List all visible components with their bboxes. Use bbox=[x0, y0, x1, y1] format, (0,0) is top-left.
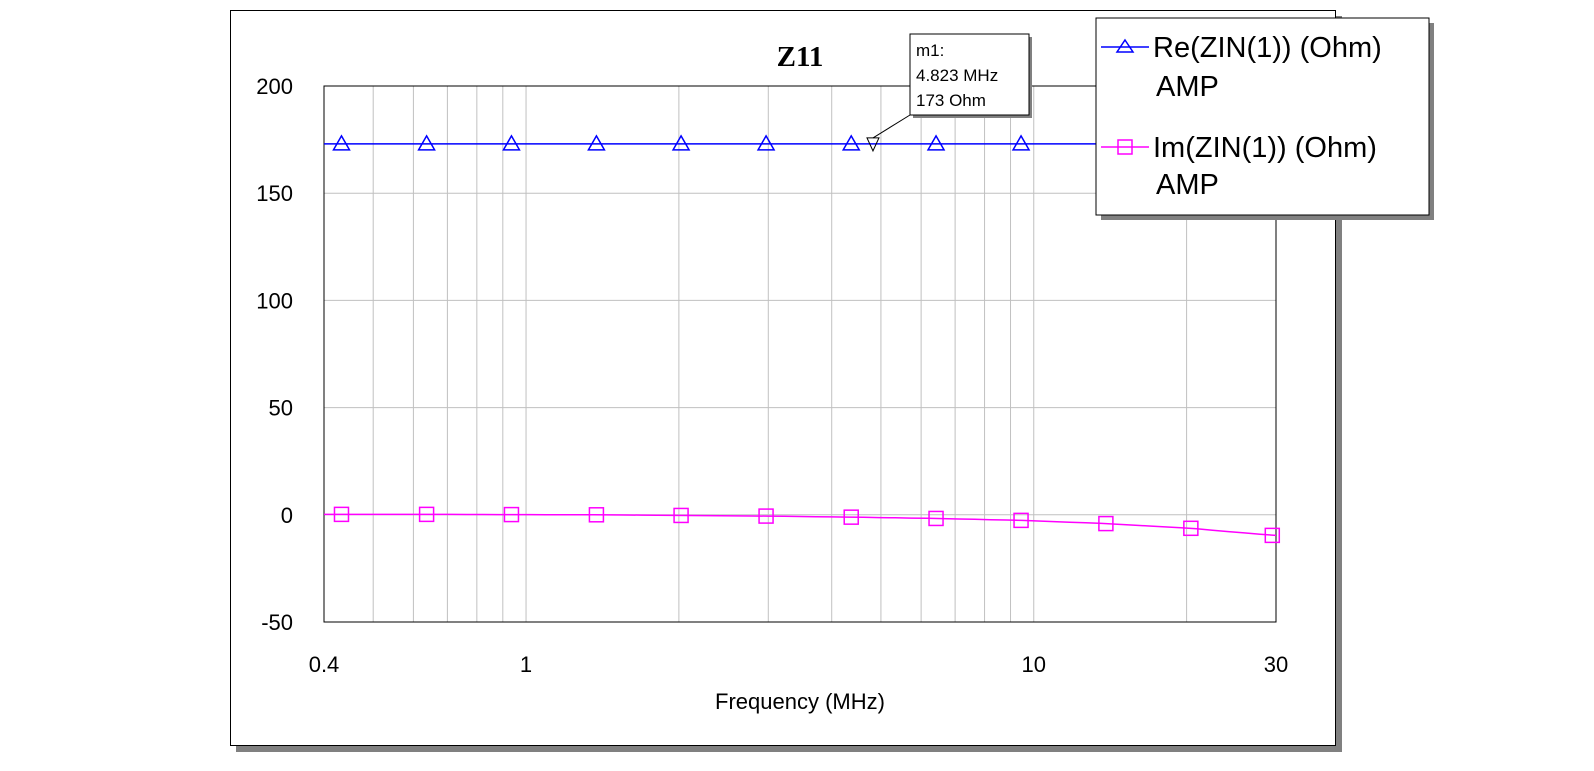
legend-box bbox=[1095, 17, 1430, 216]
x-tick-label: 0.4 bbox=[309, 652, 340, 677]
data-point-re[interactable] bbox=[841, 134, 861, 151]
legend-label-im: Im(ZIN(1)) (Ohm) bbox=[1153, 132, 1377, 164]
legend-entry-im[interactable]: Im(ZIN(1)) (Ohm) AMP bbox=[1101, 132, 1377, 201]
data-point-im[interactable] bbox=[588, 507, 605, 523]
legend-label-re: Re(ZIN(1)) (Ohm) bbox=[1153, 32, 1382, 64]
x-tick-label: 1 bbox=[520, 652, 532, 677]
marker-m1[interactable]: m1: 4.823 MHz 173 Ohm bbox=[866, 33, 1032, 153]
x-tick-label: 30 bbox=[1264, 652, 1288, 677]
data-point-re[interactable] bbox=[332, 134, 351, 151]
x-tick-label: 10 bbox=[1022, 652, 1046, 677]
data-point-im[interactable] bbox=[1264, 527, 1281, 544]
y-tick-label: 200 bbox=[256, 74, 293, 99]
legend: Re(ZIN(1)) (Ohm) AMP Im(ZIN(1)) (Ohm) AM… bbox=[1095, 17, 1434, 220]
legend-label-im-sub: AMP bbox=[1156, 169, 1219, 201]
data-point-re[interactable] bbox=[671, 134, 691, 151]
marker-m1-line1: m1: bbox=[916, 41, 944, 60]
chart-title: Z11 bbox=[777, 41, 824, 73]
series-line-1 bbox=[324, 513, 1277, 537]
data-point-re[interactable] bbox=[1011, 134, 1031, 151]
data-point-re[interactable] bbox=[417, 134, 436, 151]
legend-triangle-marker-icon bbox=[1115, 38, 1135, 53]
legend-entry-re[interactable]: Re(ZIN(1)) (Ohm) AMP bbox=[1101, 32, 1382, 103]
y-axis-ticks: 200 150 100 50 0 -50 bbox=[256, 74, 293, 635]
grid bbox=[324, 86, 1276, 622]
y-tick-label: -50 bbox=[261, 610, 293, 635]
marker-m1-leader bbox=[872, 114, 911, 139]
data-point-im[interactable] bbox=[333, 506, 350, 523]
y-tick-label: 50 bbox=[269, 396, 293, 421]
x-axis-label: Frequency (MHz) bbox=[715, 689, 885, 714]
data-point-im[interactable] bbox=[1098, 515, 1114, 532]
data-point-re[interactable] bbox=[587, 134, 606, 151]
legend-square-marker-icon bbox=[1117, 139, 1133, 155]
marker-m1-box bbox=[909, 33, 1030, 116]
data-point-im[interactable] bbox=[758, 508, 774, 524]
plot-border bbox=[323, 85, 1277, 623]
data-point-im[interactable] bbox=[418, 506, 435, 523]
data-point-re[interactable] bbox=[502, 134, 521, 151]
data-point-im[interactable] bbox=[673, 507, 689, 524]
y-tick-label: 150 bbox=[256, 181, 293, 206]
data-point-im[interactable] bbox=[503, 506, 520, 523]
y-tick-label: 0 bbox=[281, 503, 293, 528]
data-point-re[interactable] bbox=[926, 134, 946, 151]
x-axis-ticks: 0.4 1 10 30 bbox=[309, 652, 1289, 677]
data-point-im[interactable] bbox=[1183, 520, 1199, 537]
data-point-im[interactable] bbox=[843, 509, 859, 525]
y-tick-label: 100 bbox=[256, 288, 293, 313]
data-point-re[interactable] bbox=[756, 134, 776, 151]
data-point-im[interactable] bbox=[1013, 512, 1029, 529]
data-point-im[interactable] bbox=[928, 510, 944, 527]
legend-label-re-sub: AMP bbox=[1156, 71, 1219, 103]
marker-m1-freq: 4.823 MHz bbox=[916, 66, 998, 85]
marker-m1-value: 173 Ohm bbox=[916, 91, 986, 110]
